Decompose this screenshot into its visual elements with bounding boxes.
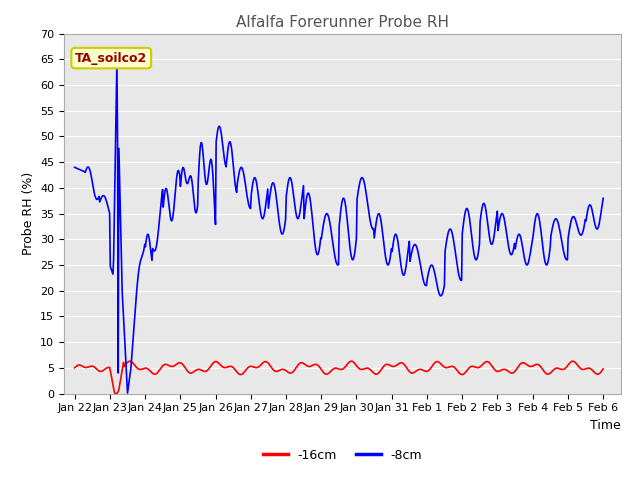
-8cm xyxy=(393,233,401,239)
-8cm xyxy=(103,200,111,206)
Legend: -16cm, -8cm: -16cm, -8cm xyxy=(257,444,428,467)
-8cm xyxy=(599,195,607,201)
-16cm xyxy=(392,363,400,369)
Y-axis label: Probe RH (%): Probe RH (%) xyxy=(22,172,35,255)
-16cm xyxy=(599,366,607,372)
-8cm xyxy=(113,57,121,63)
Text: TA_soilco2: TA_soilco2 xyxy=(75,51,147,65)
Line: -8cm: -8cm xyxy=(75,60,603,393)
-8cm xyxy=(409,246,417,252)
-16cm xyxy=(111,391,119,396)
Title: Alfalfa Forerunner Probe RH: Alfalfa Forerunner Probe RH xyxy=(236,15,449,30)
-8cm xyxy=(124,390,131,396)
Line: -16cm: -16cm xyxy=(75,361,603,394)
X-axis label: Time: Time xyxy=(590,419,621,432)
-16cm xyxy=(378,365,386,371)
-16cm xyxy=(71,365,79,371)
-8cm xyxy=(71,165,79,170)
-16cm xyxy=(569,359,577,364)
-8cm xyxy=(379,232,387,238)
-16cm xyxy=(103,365,111,371)
-8cm xyxy=(473,256,481,262)
-8cm xyxy=(527,246,535,252)
-16cm xyxy=(408,370,416,376)
-16cm xyxy=(527,364,534,370)
-16cm xyxy=(472,364,480,370)
